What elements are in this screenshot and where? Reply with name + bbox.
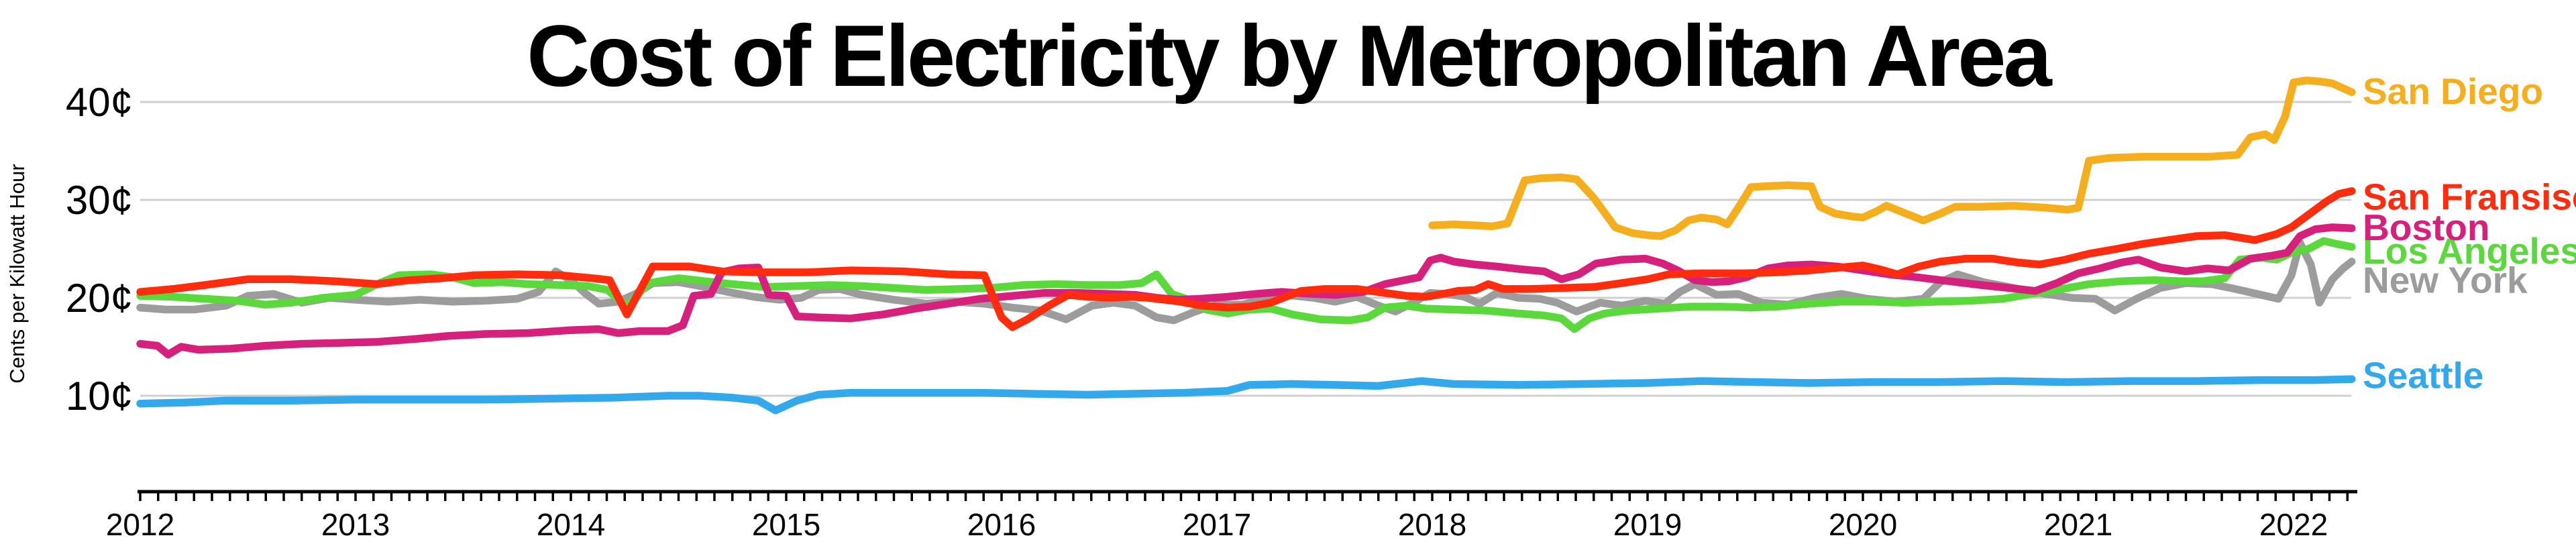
- series-line-san-diego: [1428, 76, 2356, 240]
- year-label-2020: 2020: [1829, 507, 1897, 542]
- y-tick-label-30: 30¢: [66, 178, 133, 223]
- y-axis-tick-labels: 10¢ 20¢ 30¢ 40¢: [66, 80, 133, 419]
- series-label-los-angeles: Los Angeles: [2363, 230, 2576, 272]
- gridlines: [140, 101, 2351, 397]
- series-line-los-angeles: [136, 237, 2356, 333]
- year-label-2016: 2016: [967, 507, 1036, 542]
- year-label-2015: 2015: [752, 507, 820, 542]
- year-label-2022: 2022: [2259, 507, 2328, 542]
- series-label-san-fransisco: San Fransisco: [2363, 176, 2576, 218]
- series-label-seattle: Seattle: [2363, 354, 2483, 396]
- year-label-2014: 2014: [537, 507, 605, 542]
- series-line-san-fransisco: [136, 187, 2356, 331]
- series-label-boston: Boston: [2363, 207, 2489, 248]
- x-axis-year-labels: 2012 2013 2014 2015 2016 2017 2018 2019 2020 2021…: [106, 507, 2328, 542]
- x-axis: [138, 490, 2357, 501]
- chart-title: Cost of Electricity by Metropolitan Area: [527, 7, 2053, 105]
- series-line-seattle: [136, 375, 2356, 415]
- y-tick-label-10: 10¢: [66, 374, 133, 419]
- year-label-2018: 2018: [1398, 507, 1466, 542]
- y-axis-title: Cents per Kilowatt Hour: [5, 164, 29, 383]
- series-label-san-diego: San Diego: [2363, 70, 2543, 112]
- year-label-2012: 2012: [106, 507, 174, 542]
- series-lines: [136, 76, 2356, 415]
- y-tick-label-40: 40¢: [66, 80, 133, 125]
- year-label-2013: 2013: [321, 507, 390, 542]
- y-tick-label-20: 20¢: [66, 276, 133, 321]
- year-label-2021: 2021: [2044, 507, 2112, 542]
- series-label-new-york: New York: [2363, 260, 2528, 301]
- year-label-2017: 2017: [1183, 507, 1251, 542]
- year-label-2019: 2019: [1613, 507, 1682, 542]
- series-line-boston: [136, 223, 2356, 359]
